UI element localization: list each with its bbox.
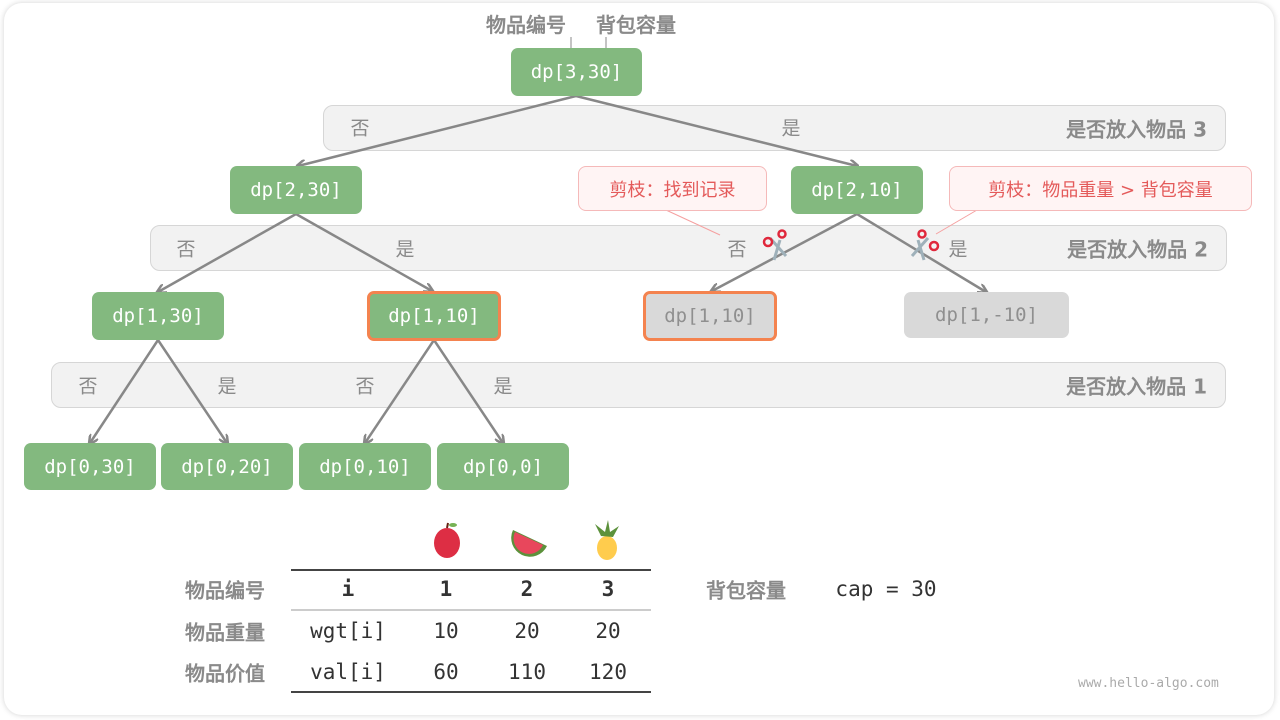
edge bbox=[365, 339, 436, 443]
dp-node: dp[2,30] bbox=[230, 166, 362, 214]
dp-node: dp[0,10] bbox=[299, 443, 431, 490]
capacity-value: cap = 30 bbox=[835, 577, 937, 601]
callout-pruned-memo: 剪枝：找到记录 bbox=[578, 166, 767, 211]
dp-node: dp[0,20] bbox=[161, 443, 293, 490]
choice-no: 否 bbox=[355, 375, 375, 398]
band-item-3: 是否放入物品 3 bbox=[323, 105, 1226, 151]
scissors-icon bbox=[910, 229, 940, 261]
dp-node: dp[3,30] bbox=[511, 48, 642, 96]
edge bbox=[575, 94, 857, 166]
table-header-rule bbox=[291, 609, 651, 611]
dp-node: dp[0,0] bbox=[437, 443, 569, 490]
band-title: 是否放入物品 2 bbox=[1067, 237, 1208, 262]
choice-no: 否 bbox=[727, 238, 747, 261]
capacity-label: 背包容量 bbox=[596, 13, 676, 37]
choice-yes: 是 bbox=[781, 117, 801, 140]
edge bbox=[295, 212, 432, 291]
watermark: www.hello-algo.com bbox=[1078, 676, 1219, 691]
row-label-index: 物品编号 bbox=[185, 578, 265, 603]
row-label-weight: 物品重量 bbox=[185, 620, 265, 645]
edge bbox=[90, 339, 160, 443]
fruit-icons bbox=[434, 520, 619, 560]
edge bbox=[158, 212, 297, 292]
row-label-value: 物品价值 bbox=[185, 661, 265, 686]
table-header-cell: 2 bbox=[520, 577, 534, 601]
dp-node: dp[1,30] bbox=[92, 292, 224, 340]
choice-yes: 是 bbox=[948, 238, 968, 261]
item-index-label: 物品编号 bbox=[486, 13, 566, 37]
table-cell: wgt[i] bbox=[310, 619, 386, 643]
table-top-rule bbox=[291, 569, 651, 571]
scissors-icon bbox=[762, 229, 788, 261]
dp-node: dp[0,30] bbox=[24, 443, 156, 490]
edge bbox=[156, 339, 227, 443]
callout-pruned-overweight: 剪枝：物品重量 > 背包容量 bbox=[949, 166, 1252, 211]
table-header-cell: 1 bbox=[439, 577, 453, 601]
dp-node-highlighted: dp[1,10] bbox=[367, 291, 501, 341]
watermelon-icon bbox=[511, 530, 547, 557]
band-item-1: 是否放入物品 1 bbox=[51, 362, 1226, 408]
table-cell: val[i] bbox=[310, 660, 386, 684]
dp-node: dp[2,10] bbox=[791, 166, 923, 214]
edge bbox=[298, 94, 577, 166]
table-header-cell: i bbox=[341, 577, 355, 601]
table-cell: 60 bbox=[433, 660, 459, 684]
table-cell: 20 bbox=[514, 619, 540, 643]
band-title: 是否放入物品 1 bbox=[1066, 374, 1207, 399]
capacity-label-table: 背包容量 bbox=[706, 578, 786, 603]
table-cell: 110 bbox=[508, 660, 546, 684]
table-bottom-rule bbox=[291, 691, 651, 693]
band-title: 是否放入物品 3 bbox=[1066, 117, 1207, 142]
dp-node-pruned-highlighted: dp[1,10] bbox=[643, 291, 777, 341]
choice-no: 否 bbox=[78, 375, 98, 398]
choice-yes: 是 bbox=[395, 238, 415, 261]
choice-yes: 是 bbox=[493, 375, 513, 398]
choice-no: 否 bbox=[350, 117, 370, 140]
table-cell: 20 bbox=[595, 619, 621, 643]
table-header-cell: 3 bbox=[601, 577, 615, 601]
choice-yes: 是 bbox=[217, 375, 237, 398]
choice-no: 否 bbox=[176, 238, 196, 261]
callout-pointer bbox=[935, 209, 978, 235]
callout-pointer bbox=[665, 209, 721, 236]
table-cell: 10 bbox=[433, 619, 459, 643]
edge bbox=[432, 339, 503, 443]
pineapple-icon bbox=[595, 520, 619, 560]
apple-icon bbox=[434, 522, 460, 558]
table-cell: 120 bbox=[589, 660, 627, 684]
dp-node-pruned: dp[1,-10] bbox=[904, 292, 1069, 338]
